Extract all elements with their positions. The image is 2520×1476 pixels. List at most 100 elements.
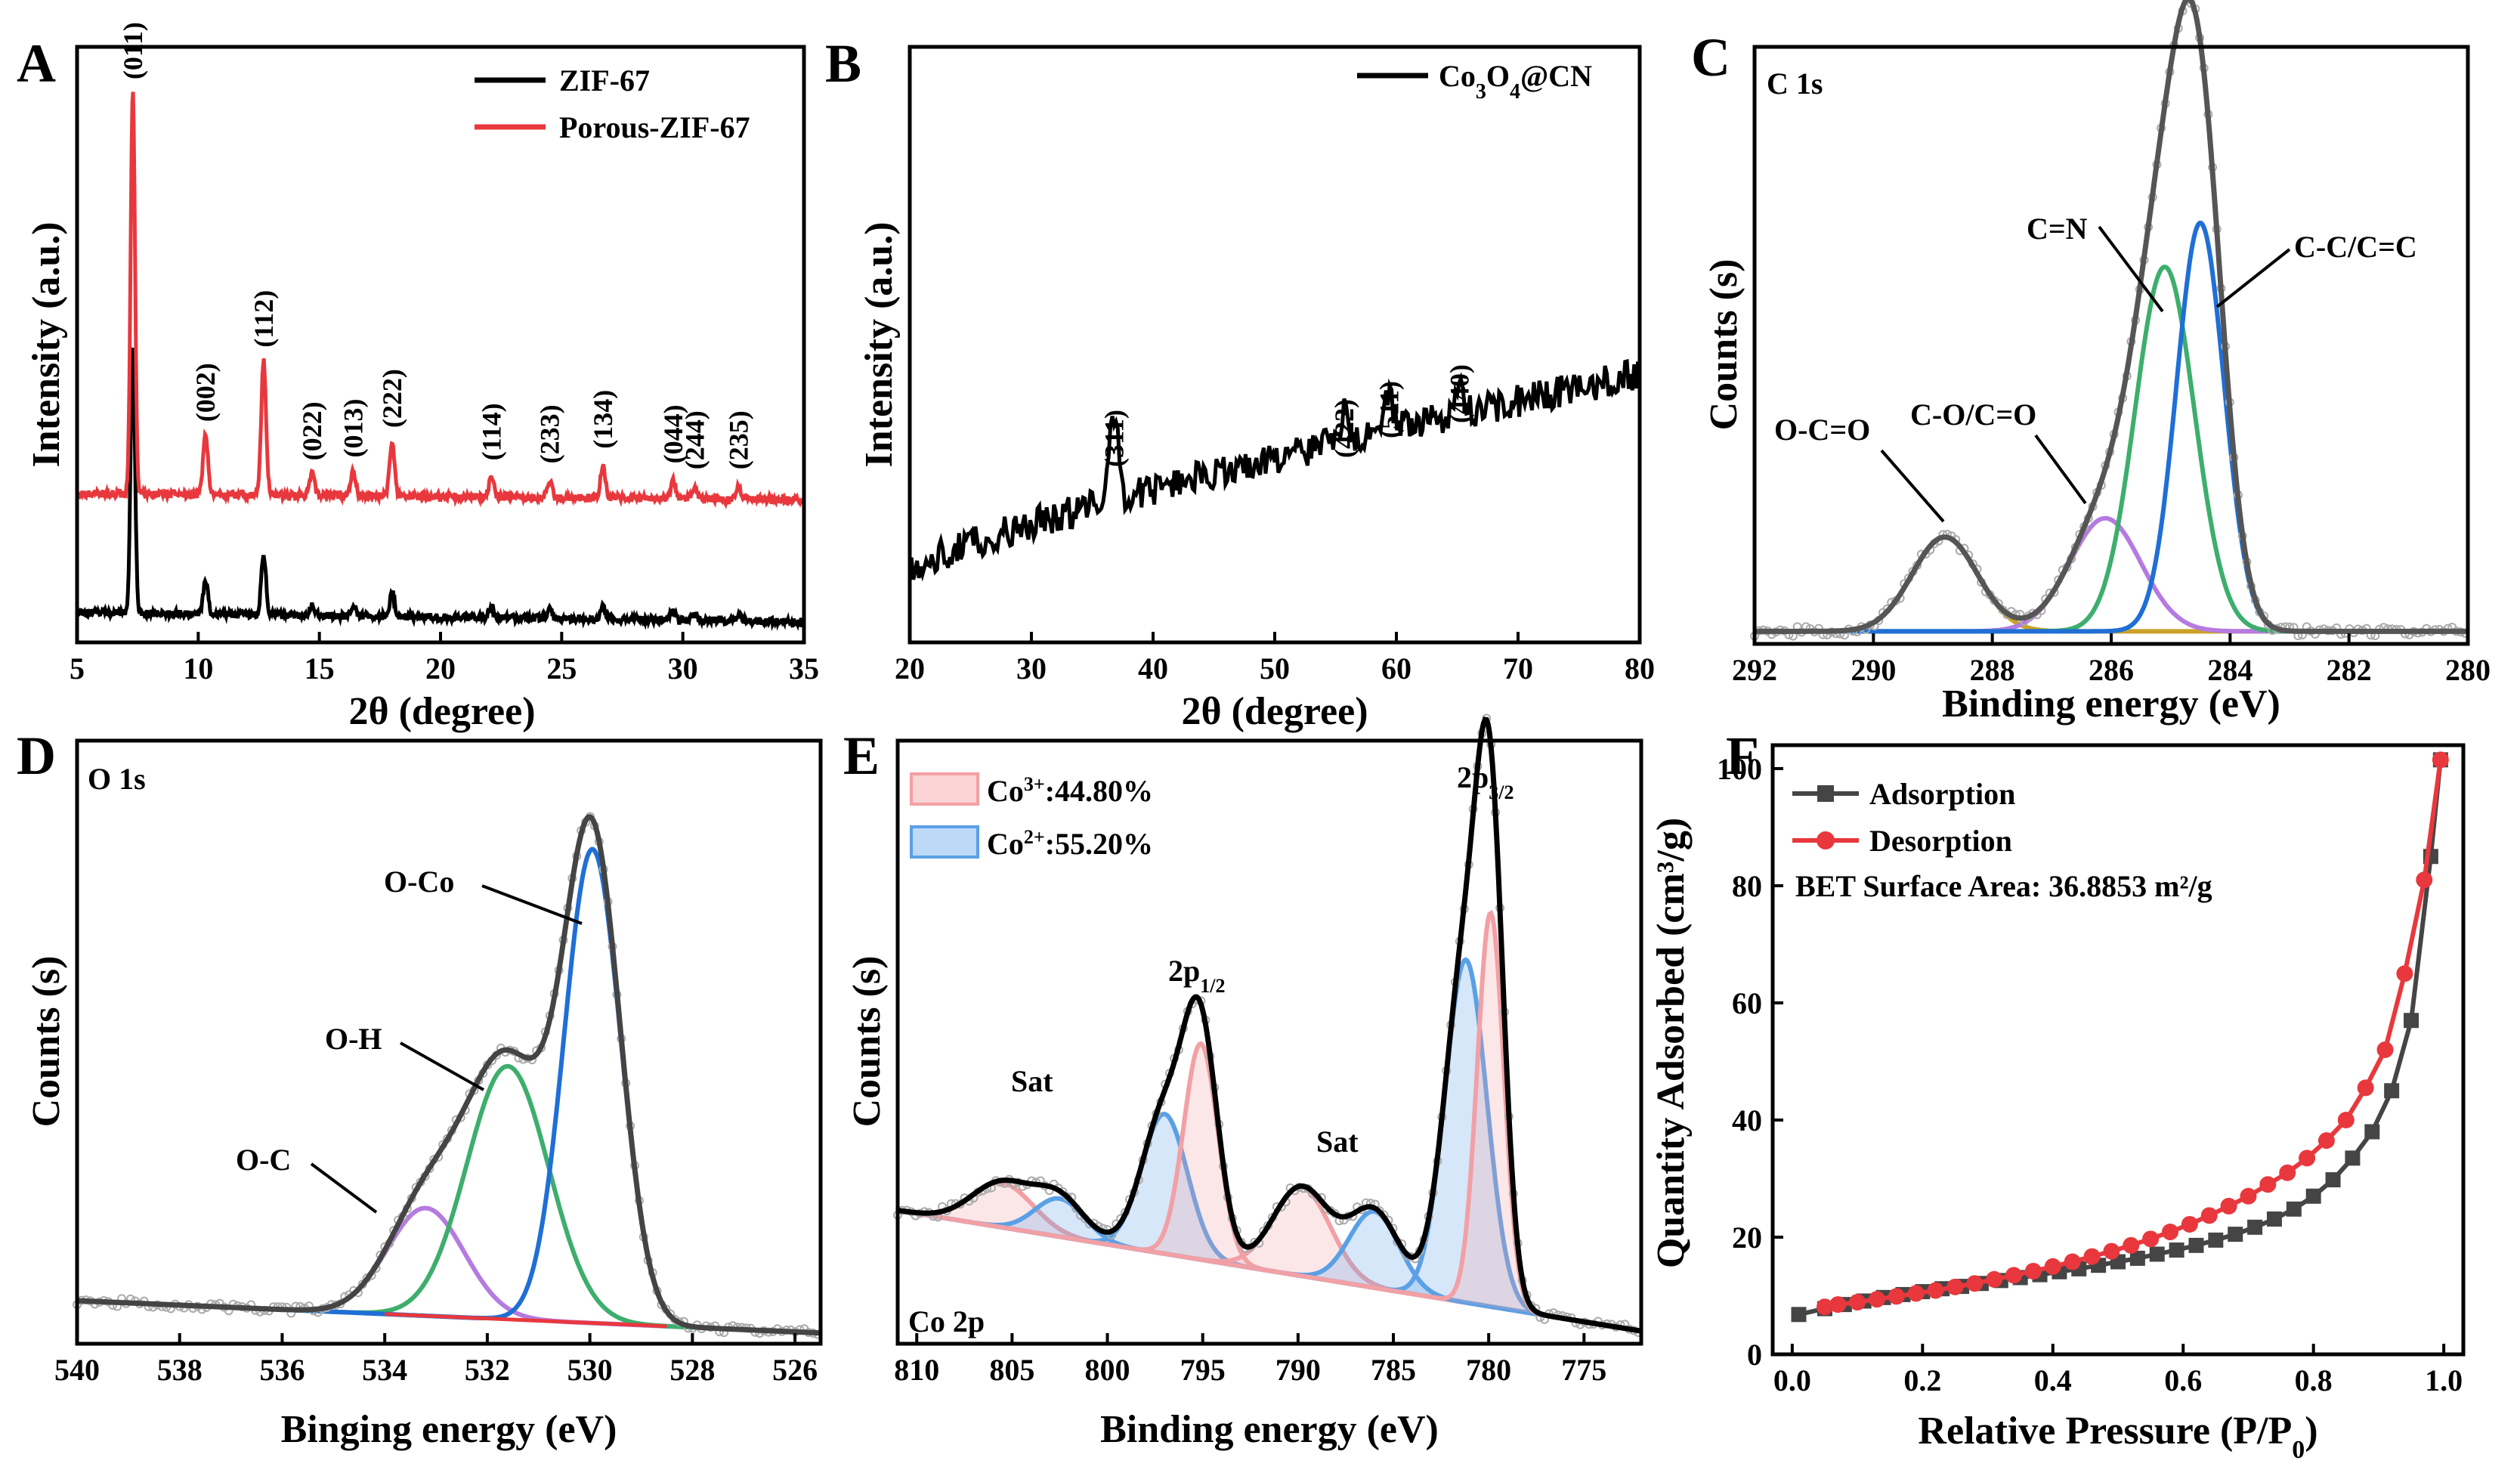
panel-e-annotations: Sat Sat 2p1/2 2p3/2 xyxy=(1011,760,1514,1159)
peak-label: (440) xyxy=(1445,364,1475,423)
x-tick-label: 286 xyxy=(2089,653,2134,687)
panel-b-frame xyxy=(908,45,1642,645)
data-point-desorption xyxy=(2005,1267,2023,1284)
panel-e-title: Co 2p xyxy=(908,1304,985,1338)
data-point-desorption xyxy=(2240,1187,2257,1205)
component-peak xyxy=(897,957,1642,1334)
data-point-adsorption xyxy=(2247,1219,2263,1235)
y-tick-label: 0 xyxy=(1747,1338,1762,1372)
x-tick-label: 20 xyxy=(425,651,456,685)
data-point-adsorption xyxy=(2325,1172,2341,1188)
x-tick-label: 0.4 xyxy=(2034,1363,2072,1397)
panel-a-y-axis-label: Intensity (a.u.) xyxy=(25,221,68,467)
panel-c-plot xyxy=(1750,0,2470,641)
panel-b: B 20 30 40 50 60 70 80 (311) (422) (511) (440) 2θ… xyxy=(825,33,1655,733)
panel-b-peak-labels: (311) (422) (511) (440) xyxy=(1099,364,1475,467)
annotation-o-co: O-Co xyxy=(384,865,454,899)
panel-c-x-ticks: 292 290 288 286 284 282 280 xyxy=(1732,633,2491,687)
x-tick-label: 0.6 xyxy=(2164,1363,2202,1397)
x-tick-label: 0.0 xyxy=(1773,1363,1811,1397)
annotation-sat-1: Sat xyxy=(1011,1064,1053,1098)
data-point-adsorption xyxy=(2345,1150,2361,1166)
annotation-c-c: C-C/C=C xyxy=(2294,230,2417,264)
data-point-desorption xyxy=(1849,1294,1866,1311)
annotation-sat-2: Sat xyxy=(1316,1125,1359,1159)
y-tick-label: 100 xyxy=(1717,752,1762,786)
data-point-desorption xyxy=(2259,1176,2277,1193)
x-tick-label: 280 xyxy=(2445,653,2491,687)
component-peak xyxy=(76,1063,821,1335)
panel-c-title: C 1s xyxy=(1767,67,1823,101)
panel-d-y-axis-label: Counts (s) xyxy=(25,956,68,1128)
data-point-adsorption xyxy=(2266,1211,2282,1227)
data-point-desorption xyxy=(1946,1278,1964,1295)
y-tick-label: 60 xyxy=(1732,986,1762,1020)
annotation-2p12: 2p1/2 xyxy=(1168,954,1225,997)
x-tick-label: 532 xyxy=(465,1353,510,1387)
data-point-adsorption xyxy=(2404,1013,2420,1029)
panel-f-y-axis-label: Quantity Adsorbed (cm³/g) xyxy=(1650,818,1693,1268)
peak-label: (235) xyxy=(723,410,753,469)
x-tick-label: 290 xyxy=(1851,653,1896,687)
panel-f: F 0.0 0.2 0.4 0.6 0.8 1.0 0 20 40 60 80 100 Relati… xyxy=(1650,726,2466,1464)
panel-c-annotations: O-C=O C-O/C=O C=N C-C/C=C xyxy=(1774,212,2417,523)
data-point-desorption xyxy=(2337,1112,2355,1128)
x-tick-label: 775 xyxy=(1561,1353,1606,1387)
component-peak xyxy=(1755,515,2468,634)
data-point-desorption xyxy=(1816,1298,1833,1316)
x-tick-label: 528 xyxy=(669,1353,715,1387)
annotation-arrow-o-h xyxy=(400,1041,484,1091)
panel-a-x-axis-label: 2θ (degree) xyxy=(348,690,535,733)
peak-label: (244) xyxy=(680,410,710,469)
annotation-arrow-c-c xyxy=(2215,248,2291,308)
legend-label-co3o4cn: Co3O4@CN xyxy=(1439,59,1592,104)
series-line-zif-67 xyxy=(75,347,805,632)
peak-label: (011) xyxy=(118,22,148,79)
panel-d-plot xyxy=(73,812,823,1339)
panel-a-peak-labels: (011) (002) (112) (022) (013) (222) (114) (233)… xyxy=(118,22,754,469)
x-tick-label: 540 xyxy=(54,1353,100,1387)
annotation-c-n: C=N xyxy=(2027,212,2088,246)
panel-f-y-ticks: 0 20 40 60 80 100 xyxy=(1717,752,1783,1372)
x-tick-label: 1.0 xyxy=(2425,1363,2463,1397)
annotation-o-c-o: O-C=O xyxy=(1774,413,1870,447)
data-point-desorption xyxy=(2396,965,2413,982)
peak-label: (134) xyxy=(588,390,618,449)
panel-letter-a: A xyxy=(17,33,56,94)
x-tick-label: 60 xyxy=(1381,651,1412,685)
data-point-desorption xyxy=(2279,1164,2296,1181)
x-tick-label: 805 xyxy=(989,1353,1034,1387)
panel-b-x-axis-label: 2θ (degree) xyxy=(1181,690,1368,733)
x-tick-label: 30 xyxy=(668,651,698,685)
x-tick-label: 536 xyxy=(259,1353,305,1387)
component-fill xyxy=(898,1198,1641,1332)
data-point-desorption xyxy=(2123,1236,2140,1254)
panel-d: D 540 538 536 534 532 530 528 526 O 1s Binging … xyxy=(17,726,823,1451)
x-tick-label: 530 xyxy=(567,1353,613,1387)
data-point-adsorption xyxy=(2228,1227,2243,1242)
peak-label: (511) xyxy=(1374,381,1404,438)
panel-a-x-ticks: 5 10 15 20 25 30 35 xyxy=(70,632,819,685)
x-tick-label: 795 xyxy=(1180,1353,1226,1387)
panel-e-x-axis-label: Binding energy (eV) xyxy=(1100,1408,1439,1451)
panel-a-legend: ZIF-67 Porous-ZIF-67 xyxy=(475,63,750,144)
panel-c-x-axis-label: Binding energy (eV) xyxy=(1942,682,2280,726)
data-point-desorption xyxy=(1868,1291,1885,1308)
panel-letter-c: C xyxy=(1691,27,1730,88)
panel-e-frame xyxy=(895,738,1643,1346)
panel-b-y-axis-label: Intensity (a.u.) xyxy=(858,221,901,467)
peak-label: (233) xyxy=(534,404,564,463)
data-point-desorption xyxy=(2181,1215,2198,1233)
data-point-adsorption xyxy=(2169,1242,2185,1258)
series-line-porous-zif-67 xyxy=(75,91,805,510)
fit-envelope xyxy=(897,716,1642,1334)
data-point-desorption xyxy=(2161,1224,2178,1241)
data-point-desorption xyxy=(2376,1041,2394,1058)
component-peak xyxy=(76,846,821,1335)
panel-e: E 810 805 800 795 790 785 780 775 Co 2p Binding… xyxy=(843,713,1643,1451)
data-point-adsorption xyxy=(2305,1188,2321,1204)
x-tick-label: 284 xyxy=(2207,653,2253,687)
panel-d-title: O 1s xyxy=(88,762,146,796)
data-point-desorption xyxy=(2357,1079,2374,1097)
x-tick-label: 800 xyxy=(1085,1353,1130,1387)
